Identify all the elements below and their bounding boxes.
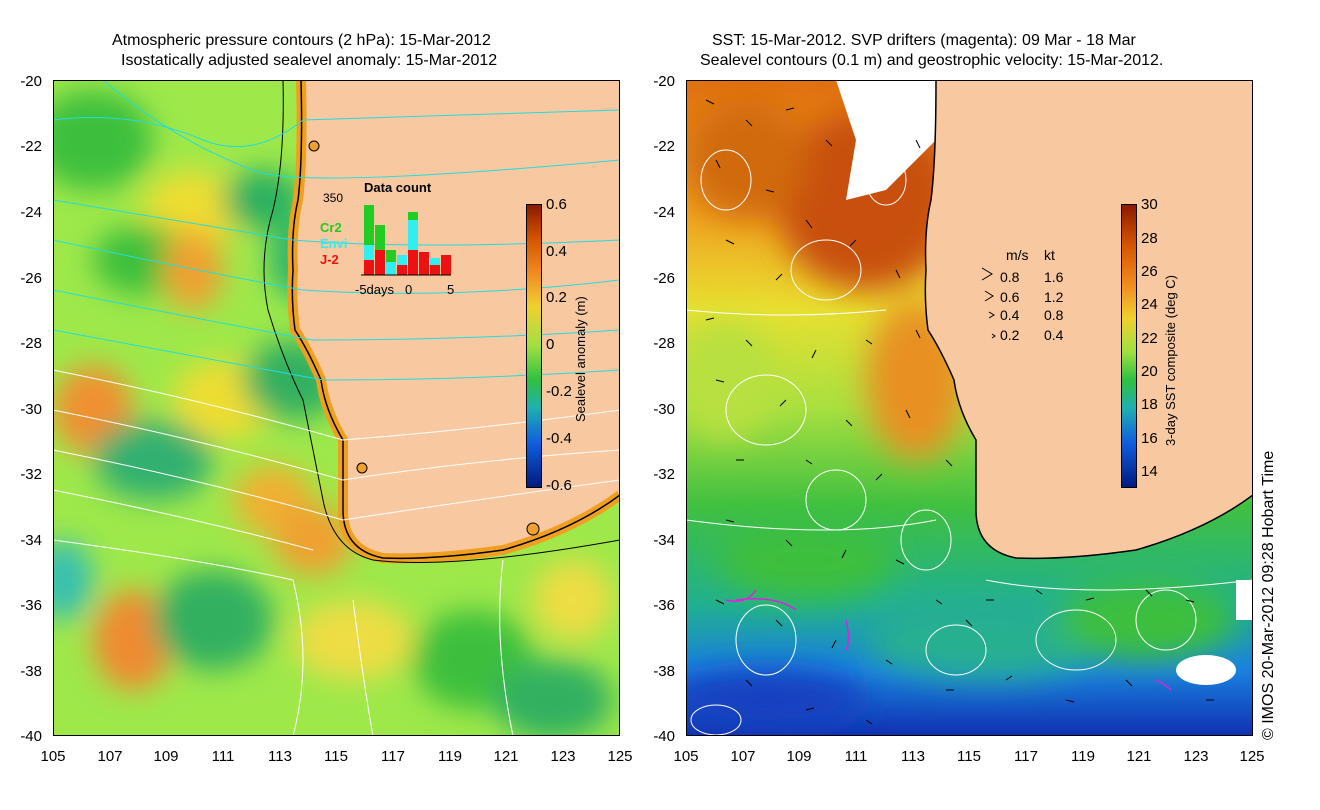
left-cb-tick-4: -0.2 bbox=[546, 383, 572, 400]
left-cb-tick-2: 0.2 bbox=[546, 289, 567, 306]
left-title-line1: Atmospheric pressure contours (2 hPa): 1… bbox=[112, 32, 491, 49]
speed-row-3-ms: 0.4 bbox=[1000, 307, 1020, 323]
right-lat-tick: -24 bbox=[653, 204, 675, 221]
inset-legend-envi: Envi bbox=[320, 236, 347, 251]
left-colorbar bbox=[526, 204, 542, 488]
left-lon-tick: 115 bbox=[324, 748, 348, 765]
right-lon-tick: 105 bbox=[673, 748, 699, 765]
right-lat-tick: -32 bbox=[653, 466, 675, 483]
left-lon-tick: 125 bbox=[607, 748, 633, 765]
left-lon-tick: 109 bbox=[153, 748, 179, 765]
left-lat-tick: -36 bbox=[20, 597, 42, 614]
right-lat-tick: -28 bbox=[653, 335, 675, 352]
right-cb-tick-1: 28 bbox=[1141, 230, 1158, 247]
speed-legend: m/s kt 0.8 1.6 0.6 1.2 0.4 0.8 0.2 0.4 bbox=[981, 247, 1064, 343]
speed-row-1-kt: 1.6 bbox=[1044, 269, 1064, 285]
right-title-line1: SST: 15-Mar-2012. SVP drifters (magenta)… bbox=[712, 32, 1136, 49]
left-lon-tick: 123 bbox=[550, 748, 576, 765]
right-cb-tick-2: 26 bbox=[1141, 263, 1158, 280]
left-lon-tick: 111 bbox=[211, 748, 235, 765]
left-lat-tick: -20 bbox=[20, 73, 42, 90]
left-cb-tick-0: 0.6 bbox=[546, 196, 567, 213]
right-lon-tick: 113 bbox=[901, 748, 925, 765]
inset-ymax: 350 bbox=[323, 191, 343, 205]
left-lon-tick: 113 bbox=[268, 748, 292, 765]
left-lat-tick: -34 bbox=[20, 532, 42, 549]
right-lat-tick: -26 bbox=[653, 270, 675, 287]
right-lat-tick: -20 bbox=[653, 73, 675, 90]
inset-legend-cr2: Cr2 bbox=[320, 220, 342, 235]
right-cb-tick-0: 30 bbox=[1141, 196, 1158, 213]
inset-bars bbox=[364, 205, 451, 275]
left-lon-tick: 107 bbox=[97, 748, 123, 765]
right-cb-tick-4: 22 bbox=[1141, 330, 1158, 347]
right-lon-tick: 107 bbox=[730, 748, 756, 765]
speed-row-2-ms: 0.6 bbox=[1000, 289, 1020, 305]
right-cb-tick-7: 16 bbox=[1141, 430, 1158, 447]
right-lon-tick: 111 bbox=[844, 748, 868, 765]
inset-xtick-mid: 0 bbox=[405, 282, 412, 297]
right-lon-tick: 117 bbox=[1014, 748, 1038, 765]
speed-row-3-kt: 0.8 bbox=[1044, 307, 1064, 323]
right-cb-tick-8: 14 bbox=[1141, 463, 1158, 480]
left-cb-tick-5: -0.4 bbox=[546, 430, 572, 447]
speed-row-4-kt: 0.4 bbox=[1044, 327, 1064, 343]
right-cb-tick-3: 24 bbox=[1141, 296, 1158, 313]
left-lon-tick: 105 bbox=[40, 748, 66, 765]
inset-title: Data count bbox=[364, 180, 432, 195]
left-cb-tick-3: 0 bbox=[546, 336, 555, 353]
data-count-inset: Data count 350 Cr2 Envi J-2 -5days 0 5 bbox=[320, 180, 454, 297]
speed-row-4-ms: 0.2 bbox=[1000, 327, 1020, 343]
speed-header-ms: m/s bbox=[1006, 247, 1029, 263]
left-lon-tick: 117 bbox=[381, 748, 405, 765]
left-cb-tick-1: 0.4 bbox=[546, 243, 567, 260]
right-lon-tick: 119 bbox=[1071, 748, 1095, 765]
right-lat-tick: -34 bbox=[653, 532, 675, 549]
left-title-line2: Isostatically adjusted sealevel anomaly:… bbox=[121, 52, 498, 69]
right-lat-tick: -36 bbox=[653, 597, 675, 614]
speed-row-1-ms: 0.8 bbox=[1000, 269, 1020, 285]
speed-header-kt: kt bbox=[1044, 247, 1055, 263]
right-lat-tick: -30 bbox=[653, 401, 675, 418]
left-lat-tick: -32 bbox=[20, 466, 42, 483]
right-colorbar-label: 3-day SST composite (deg C) bbox=[1163, 275, 1178, 446]
left-lat-tick: -30 bbox=[20, 401, 42, 418]
right-lon-tick: 125 bbox=[1239, 748, 1265, 765]
left-lat-tick: -40 bbox=[20, 728, 42, 745]
inset-xlabel: -5days bbox=[355, 282, 395, 297]
right-lat-tick: -40 bbox=[653, 728, 675, 745]
inset-xtick-right: 5 bbox=[447, 282, 454, 297]
right-cb-tick-5: 20 bbox=[1141, 363, 1158, 380]
left-lat-tick: -22 bbox=[20, 138, 42, 155]
right-colorbar bbox=[1121, 204, 1137, 488]
left-lon-tick: 121 bbox=[493, 748, 519, 765]
left-lat-tick: -38 bbox=[20, 663, 42, 680]
right-lat-tick: -22 bbox=[653, 138, 675, 155]
right-lon-tick: 115 bbox=[957, 748, 981, 765]
right-sst-map: m/s kt 0.8 1.6 0.6 1.2 0.4 0.8 0.2 0.4 bbox=[686, 80, 1253, 736]
inset-legend-j2: J-2 bbox=[320, 252, 339, 267]
left-colorbar-label: Sealevel anomaly (m) bbox=[573, 296, 588, 422]
right-lon-tick: 121 bbox=[1126, 748, 1152, 765]
right-title-line2: Sealevel contours (0.1 m) and geostrophi… bbox=[700, 52, 1164, 69]
left-lat-tick: -26 bbox=[20, 270, 42, 287]
speed-row-2-kt: 1.2 bbox=[1044, 289, 1064, 305]
right-lon-tick: 123 bbox=[1183, 748, 1209, 765]
velocity-arrows bbox=[705, 99, 1214, 725]
imos-credit: © IMOS 20-Mar-2012 09:28 Hobart Time bbox=[1260, 450, 1277, 740]
right-lon-tick: 109 bbox=[786, 748, 812, 765]
right-lat-tick: -38 bbox=[653, 663, 675, 680]
left-cb-tick-6: -0.6 bbox=[546, 477, 572, 494]
right-cb-tick-6: 18 bbox=[1141, 396, 1158, 413]
left-lat-tick: -28 bbox=[20, 335, 42, 352]
left-lon-tick: 119 bbox=[438, 748, 462, 765]
left-lat-tick: -24 bbox=[20, 204, 42, 221]
